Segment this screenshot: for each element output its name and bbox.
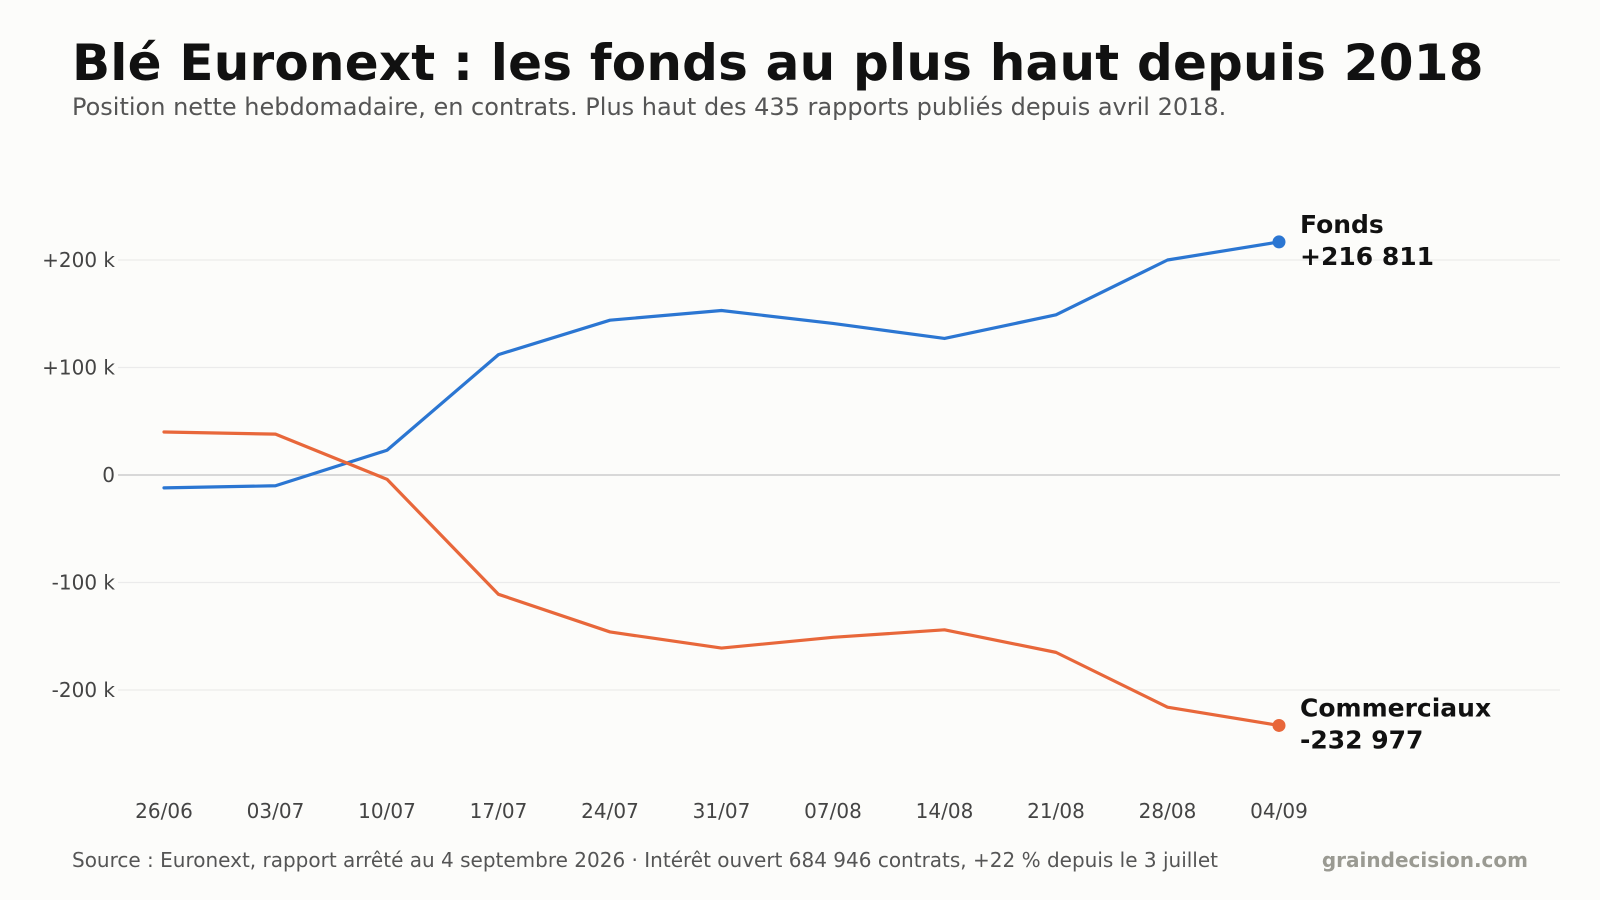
series-line-commerciaux [162, 430, 1281, 728]
y-tick-label: +200 k [42, 248, 115, 272]
footer-source: Source : Euronext, rapport arrêté au 4 s… [72, 848, 1219, 872]
x-tick-label: 31/07 [693, 799, 751, 820]
chart-title: Blé Euronext : les fonds au plus haut de… [72, 34, 1484, 92]
x-tick-label: 26/06 [135, 799, 193, 820]
x-tick-label: 07/08 [804, 799, 862, 820]
x-tick-label: 24/07 [581, 799, 639, 820]
x-tick-label: 28/08 [1139, 799, 1197, 820]
y-tick-label: 0 [102, 463, 115, 487]
chart-subtitle: Position nette hebdomadaire, en contrats… [72, 93, 1227, 121]
y-tick-label: -100 k [52, 571, 116, 595]
x-tick-label: 21/08 [1027, 799, 1085, 820]
series-end-point-fonds [1272, 235, 1286, 249]
series-name-label: Fonds [1300, 210, 1384, 239]
x-tick-label: 04/09 [1250, 799, 1308, 820]
series-name-label: Commerciaux [1300, 693, 1491, 722]
y-tick-label: +100 k [42, 356, 115, 380]
series-line-fonds [162, 240, 1281, 490]
series-end-point-commerciaux [1272, 718, 1286, 732]
x-tick-label: 03/07 [247, 799, 305, 820]
y-tick-label: -200 k [52, 678, 116, 702]
x-tick-label: 10/07 [358, 799, 416, 820]
x-tick-label: 17/07 [470, 799, 528, 820]
footer-brand: graindecision.com [1321, 848, 1528, 872]
series-value-label: -232 977 [1300, 725, 1423, 754]
line-chart: +200 k +100 k 0 -100 k -200 k 26/06 03/07 10/07… [42, 210, 1560, 820]
series-value-label: +216 811 [1300, 242, 1434, 271]
x-tick-label: 14/08 [916, 799, 974, 820]
